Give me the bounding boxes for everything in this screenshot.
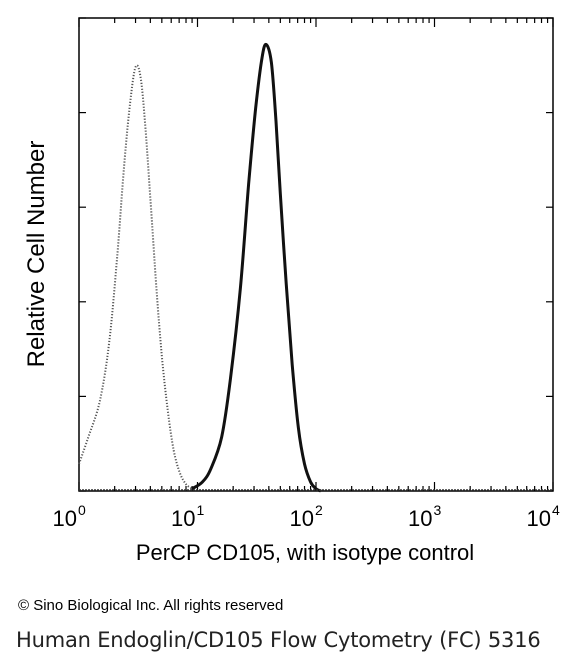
x-tick-label: 10 3 bbox=[408, 502, 441, 531]
x-tick-base: 10 bbox=[527, 506, 551, 531]
x-tick-label: 10 2 bbox=[290, 502, 323, 531]
x-tick-base: 10 bbox=[408, 506, 432, 531]
plot-frame bbox=[78, 17, 554, 492]
x-tick-label: 10 1 bbox=[171, 502, 204, 531]
copyright-notice: © Sino Biological Inc. All rights reserv… bbox=[18, 597, 284, 614]
x-tick-label: 10 0 bbox=[53, 502, 86, 531]
figure-caption: Human Endoglin/CD105 Flow Cytometry (FC)… bbox=[16, 628, 541, 652]
flow-cytometry-histogram: 10 0 10 1 10 2 10 3 10 4 PerCP CD105, with isotyp… bbox=[23, 17, 560, 565]
x-tick-labels: 10 0 10 1 10 2 10 3 10 4 bbox=[53, 502, 560, 531]
cd105-histogram bbox=[191, 42, 322, 493]
x-axis-label: PerCP CD105, with isotype control bbox=[136, 540, 474, 565]
x-tick-exponent: 0 bbox=[78, 502, 86, 518]
x-tick-base: 10 bbox=[53, 506, 77, 531]
x-tick-exponent: 4 bbox=[552, 502, 560, 518]
x-tick-base: 10 bbox=[290, 506, 314, 531]
x-tick-exponent: 1 bbox=[197, 502, 205, 518]
series-layer bbox=[78, 42, 553, 493]
isotype-control-histogram bbox=[78, 64, 193, 490]
x-tick-exponent: 2 bbox=[315, 502, 323, 518]
y-axis-label: Relative Cell Number bbox=[23, 141, 50, 368]
x-tick-label: 10 4 bbox=[527, 502, 560, 531]
x-tick-base: 10 bbox=[171, 506, 195, 531]
axis-ticks bbox=[78, 17, 554, 492]
x-tick-exponent: 3 bbox=[434, 502, 442, 518]
